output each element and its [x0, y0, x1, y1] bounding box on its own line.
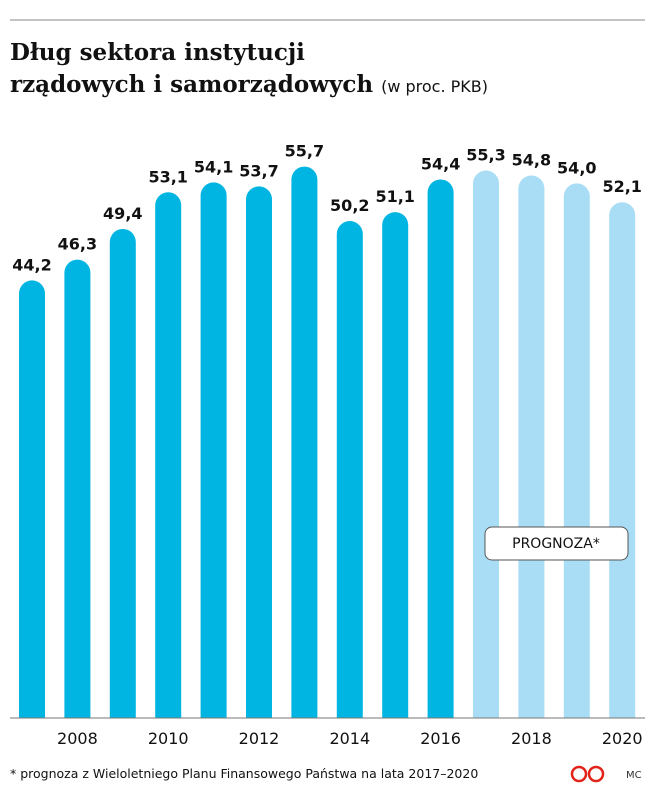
x-tick-label: 2014 — [329, 729, 370, 748]
bar — [473, 170, 499, 718]
subtitle: (w proc. PKB) — [381, 77, 488, 96]
plot: 44,2 46,3 2008 49,4 53,1 2010 54,1 53,7 2012 55,7… — [12, 142, 642, 748]
bar — [336, 221, 363, 718]
value-label: 52,1 — [602, 177, 641, 196]
chart-title: Dług sektora instytucji — [10, 39, 305, 66]
bar — [200, 182, 227, 718]
x-tick-label: 2020 — [602, 729, 643, 748]
credit: MC — [626, 770, 642, 781]
bar — [109, 228, 136, 718]
value-label: 54,0 — [557, 158, 596, 177]
title-line2: rządowych i samorządowych — [10, 71, 373, 98]
value-label: 50,2 — [330, 196, 369, 215]
value-label: 49,4 — [103, 204, 142, 223]
x-tick-label: 2010 — [148, 729, 189, 748]
bar — [64, 259, 91, 718]
bar — [518, 175, 545, 719]
logo — [570, 765, 605, 783]
value-label: 44,2 — [12, 255, 51, 274]
footnote: * prognoza z Wieloletniego Planu Finanso… — [10, 766, 478, 781]
bar — [563, 183, 590, 718]
x-tick-label: 2012 — [239, 729, 280, 748]
value-label: 54,4 — [421, 154, 460, 173]
value-label: 53,1 — [148, 167, 187, 186]
value-label: 54,8 — [512, 150, 551, 169]
x-tick-label: 2008 — [57, 729, 98, 748]
value-label: 46,3 — [58, 235, 97, 254]
value-label: 54,1 — [194, 157, 233, 176]
value-label: 55,7 — [285, 142, 324, 161]
annotation-box — [484, 526, 629, 561]
bar — [246, 186, 272, 718]
annotation: PROGNOZA* — [512, 536, 600, 552]
bar — [19, 280, 45, 718]
value-label: 55,3 — [466, 146, 505, 165]
value-label: 51,1 — [375, 187, 414, 206]
x-tick-label: 2016 — [420, 729, 461, 748]
bar — [155, 192, 182, 719]
bar — [382, 212, 409, 718]
value-label: 53,7 — [239, 161, 278, 180]
bar — [427, 179, 454, 718]
chart-title-line2: rządowych i samorządowych (w proc. PKB) — [10, 71, 488, 98]
bar — [609, 202, 636, 718]
bar — [291, 166, 318, 718]
x-tick-label: 2018 — [511, 729, 552, 748]
